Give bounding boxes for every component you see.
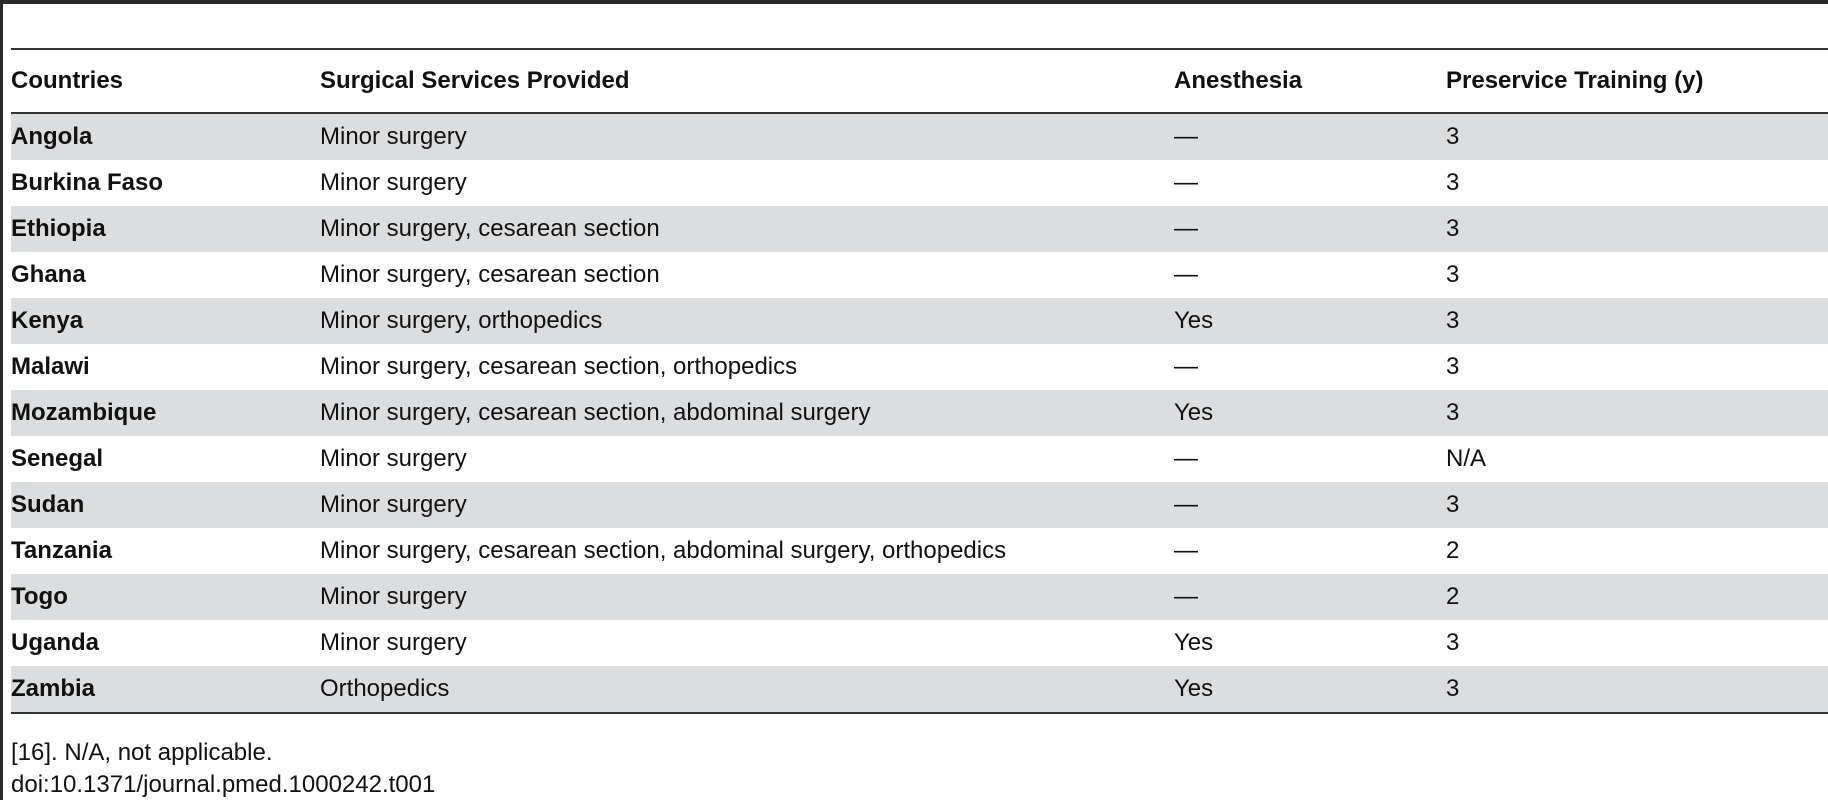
table-container: Countries Surgical Services Provided Ane… <box>11 48 1828 714</box>
footnote-note: [16]. N/A, not applicable. <box>11 739 273 766</box>
table-row: Malawi Minor surgery, cesarean section, o… <box>11 344 1828 390</box>
services-cell: Minor surgery <box>320 629 467 656</box>
table-row: Senegal Minor surgery — N/A <box>11 436 1828 482</box>
country-cell: Angola <box>11 123 93 150</box>
anesthesia-cell: — <box>1174 169 1198 196</box>
header-preservice-training: Preservice Training (y) <box>1446 67 1704 94</box>
table-row: Sudan Minor surgery — 3 <box>11 482 1828 528</box>
table-row: Angola Minor surgery — 3 <box>11 113 1828 160</box>
country-cell: Sudan <box>11 491 85 518</box>
services-cell: Minor surgery <box>320 123 467 150</box>
header-surgical-services: Surgical Services Provided <box>320 67 630 94</box>
top-border-rule <box>0 0 1828 4</box>
table-row: Uganda Minor surgery Yes 3 <box>11 620 1828 666</box>
left-border-rule <box>0 0 3 800</box>
table-row: Tanzania Minor surgery, cesarean section,… <box>11 528 1828 574</box>
training-cell: 3 <box>1446 307 1460 334</box>
services-cell: Minor surgery, orthopedics <box>320 307 603 334</box>
training-cell: 3 <box>1446 629 1460 656</box>
table-row: Mozambique Minor surgery, cesarean sectio… <box>11 390 1828 436</box>
training-cell: 3 <box>1446 261 1460 288</box>
anesthesia-cell: — <box>1174 491 1198 518</box>
country-cell: Uganda <box>11 629 100 656</box>
country-cell: Kenya <box>11 307 84 334</box>
training-cell: 3 <box>1446 399 1460 426</box>
anesthesia-cell: Yes <box>1174 629 1214 656</box>
services-cell: Minor surgery <box>320 491 467 518</box>
anesthesia-cell: — <box>1174 123 1198 150</box>
anesthesia-cell: — <box>1174 445 1198 472</box>
anesthesia-cell: — <box>1174 583 1198 610</box>
table-header-row: Countries Surgical Services Provided Ane… <box>11 49 1828 113</box>
country-cell: Ghana <box>11 261 86 288</box>
anesthesia-cell: — <box>1174 215 1198 242</box>
training-cell: 3 <box>1446 491 1460 518</box>
header-anesthesia: Anesthesia <box>1174 67 1303 94</box>
anesthesia-cell: Yes <box>1174 399 1214 426</box>
training-cell: 2 <box>1446 537 1460 564</box>
table-row: Togo Minor surgery — 2 <box>11 574 1828 620</box>
country-cell: Mozambique <box>11 399 157 426</box>
country-cell: Zambia <box>11 675 96 702</box>
country-cell: Togo <box>11 583 68 610</box>
training-cell: 3 <box>1446 353 1460 380</box>
training-cell: 3 <box>1446 123 1460 150</box>
services-cell: Minor surgery <box>320 445 467 472</box>
training-cell: 3 <box>1446 675 1460 702</box>
table-row: Burkina Faso Minor surgery — 3 <box>11 160 1828 206</box>
training-cell: 3 <box>1446 169 1460 196</box>
anesthesia-cell: Yes <box>1174 307 1214 334</box>
training-cell: 2 <box>1446 583 1460 610</box>
country-cell: Burkina Faso <box>11 169 164 196</box>
services-cell: Minor surgery, cesarean section, abdomin… <box>320 399 871 426</box>
countries-surgical-services-table: Countries Surgical Services Provided Ane… <box>11 48 1828 714</box>
training-cell: N/A <box>1446 445 1487 472</box>
table-row: Zambia Orthopedics Yes 3 <box>11 666 1828 713</box>
table-footnote: [16]. N/A, not applicable. doi:10.1371/j… <box>11 737 435 801</box>
services-cell: Orthopedics <box>320 675 450 702</box>
anesthesia-cell: Yes <box>1174 675 1214 702</box>
footnote-doi: doi:10.1371/journal.pmed.1000242.t001 <box>11 771 436 798</box>
country-cell: Tanzania <box>11 537 112 564</box>
table-body: Angola Minor surgery — 3 Burkina Faso Minor s… <box>11 113 1828 713</box>
header-countries: Countries <box>11 67 124 94</box>
table-row: Ethiopia Minor surgery, cesarean section —… <box>11 206 1828 252</box>
services-cell: Minor surgery <box>320 583 467 610</box>
country-cell: Senegal <box>11 445 104 472</box>
training-cell: 3 <box>1446 215 1460 242</box>
anesthesia-cell: — <box>1174 261 1198 288</box>
services-cell: Minor surgery <box>320 169 467 196</box>
table-row: Ghana Minor surgery, cesarean section — 3 <box>11 252 1828 298</box>
services-cell: Minor surgery, cesarean section, abdomin… <box>320 537 1007 564</box>
services-cell: Minor surgery, cesarean section <box>320 215 660 242</box>
services-cell: Minor surgery, cesarean section <box>320 261 660 288</box>
anesthesia-cell: — <box>1174 353 1198 380</box>
table-row: Kenya Minor surgery, orthopedics Yes 3 <box>11 298 1828 344</box>
services-cell: Minor surgery, cesarean section, orthope… <box>320 353 798 380</box>
country-cell: Ethiopia <box>11 215 106 242</box>
country-cell: Malawi <box>11 353 90 380</box>
anesthesia-cell: — <box>1174 537 1198 564</box>
